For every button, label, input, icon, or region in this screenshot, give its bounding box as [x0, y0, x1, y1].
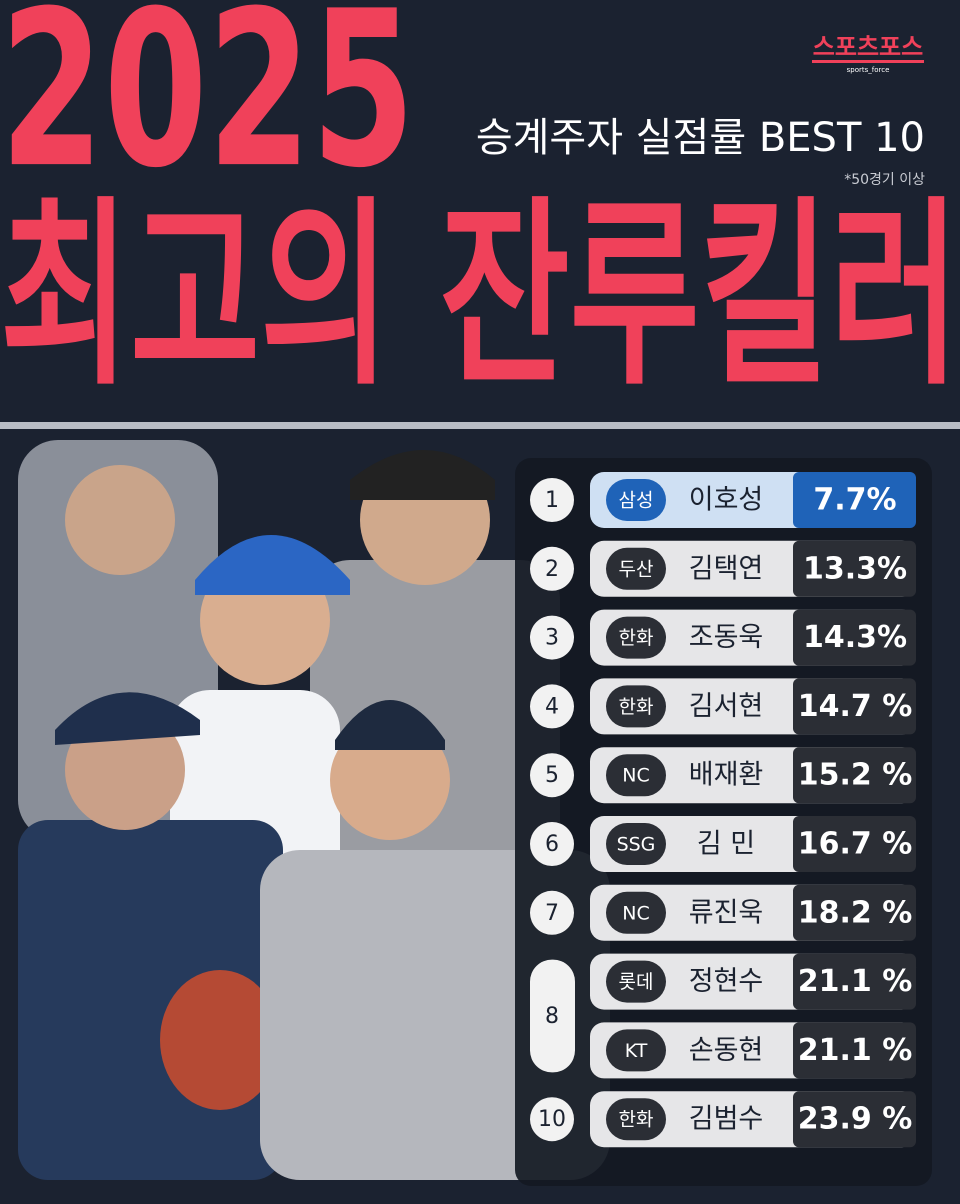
rank-circle [530, 546, 574, 591]
title: 최고의 잔루킬러 [0, 180, 960, 413]
rank-circle [530, 615, 574, 660]
player-name: 정현수 [689, 966, 764, 997]
rate: 23.9 % [798, 1102, 913, 1137]
rank-circle [530, 753, 574, 798]
rate-box [793, 472, 916, 528]
team: NC [622, 765, 649, 787]
team: 두산 [619, 558, 654, 580]
team-badge [606, 1029, 666, 1072]
rate: 16.7 % [798, 827, 913, 862]
rate: 21.1 % [798, 964, 913, 999]
logo-line [812, 60, 924, 63]
player-name: 이호성 [689, 485, 764, 516]
player-name: 김범수 [689, 1104, 764, 1135]
rank: 8 [545, 1004, 559, 1029]
team-badge [606, 547, 666, 590]
player-name: 조동욱 [689, 622, 764, 653]
rate-box [793, 816, 916, 872]
rate-box [793, 678, 916, 735]
logo-sub: sports_force [847, 66, 890, 74]
rank-circle [530, 890, 574, 935]
team-badge [606, 754, 666, 797]
photo-cap [195, 535, 350, 595]
team-badge [606, 616, 666, 659]
photo-player [65, 465, 175, 575]
rank-circle [530, 684, 574, 729]
photo-cap [350, 450, 495, 500]
player-name: 배재환 [689, 760, 764, 791]
rate: 13.3% [803, 551, 907, 586]
team: 한화 [619, 627, 654, 649]
photo-glove [160, 970, 280, 1110]
rank: 5 [545, 763, 559, 788]
rate-box [793, 953, 916, 1010]
logo: 스포츠포스 [813, 33, 923, 61]
rate: 14.7 % [798, 689, 913, 724]
team-badge [606, 960, 666, 1003]
subtitle: 승계주자 실점률 BEST 10 [476, 115, 925, 161]
team: KT [625, 1040, 648, 1062]
rank: 6 [545, 832, 559, 857]
rate-box [793, 609, 916, 666]
rate-box [793, 1091, 916, 1148]
rank: 4 [545, 694, 559, 719]
rank: 1 [545, 488, 559, 513]
divider [0, 422, 960, 429]
team: 한화 [619, 696, 654, 718]
player-name: 손동현 [689, 1035, 764, 1066]
player-name: 김 민 [697, 829, 755, 860]
rate: 15.2 % [798, 758, 913, 793]
team: 롯데 [619, 971, 654, 993]
team-badge [606, 891, 666, 934]
team-badge [606, 1098, 666, 1141]
rate-box [793, 540, 916, 597]
rate: 7.7% [813, 483, 896, 518]
rank-pill [530, 959, 575, 1073]
player-photos [18, 440, 610, 1180]
rate-box [793, 884, 916, 941]
rank: 3 [545, 626, 559, 651]
photo-cap [335, 700, 445, 750]
rank: 2 [545, 557, 559, 582]
team-badge [606, 823, 666, 865]
rate: 14.3% [803, 620, 907, 655]
rank-circle [530, 822, 574, 866]
rank-circle [530, 1097, 574, 1142]
team: NC [622, 902, 649, 924]
rate-box [793, 747, 916, 804]
player-name: 김서현 [689, 691, 764, 722]
team: SSG [617, 834, 656, 856]
rate-box [793, 1022, 916, 1079]
rank-circle [530, 478, 574, 522]
player-name: 류진욱 [689, 897, 764, 928]
player-name: 김택연 [689, 553, 764, 584]
rank: 10 [538, 1107, 566, 1132]
team: 한화 [619, 1109, 654, 1131]
photo-cap [55, 692, 200, 745]
team-badge [606, 479, 666, 521]
team-badge [606, 685, 666, 728]
team: 삼성 [619, 490, 654, 512]
title-year: 2025 [0, 0, 415, 215]
note: *50경기 이상 [844, 172, 925, 188]
rate: 18.2 % [798, 895, 913, 930]
rate: 21.1 % [798, 1033, 913, 1068]
rank: 7 [545, 901, 559, 926]
